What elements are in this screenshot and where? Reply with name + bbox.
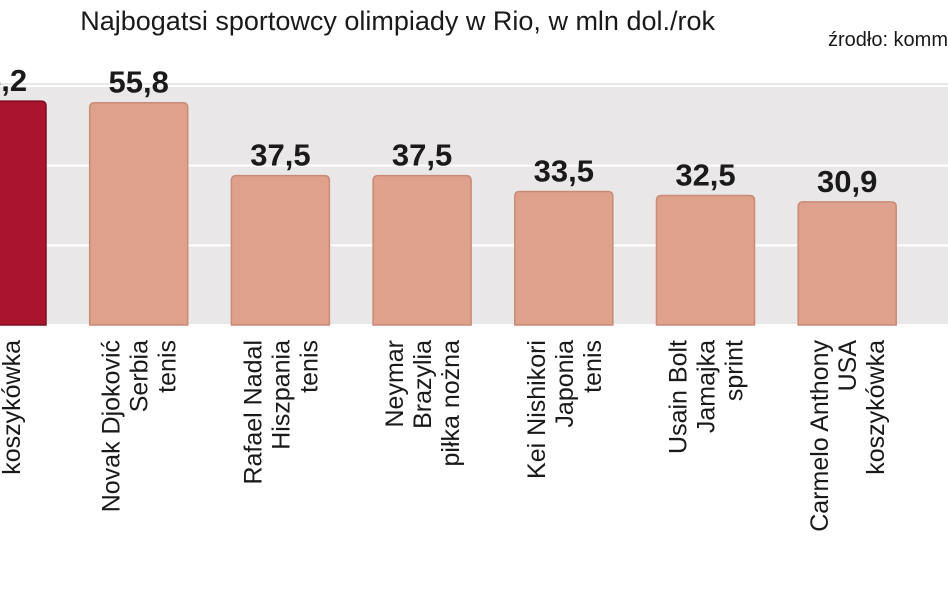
x-tick-label: USA [834,340,862,392]
x-tick-label: Serbia [126,340,154,412]
bar [0,100,47,326]
value-label: 37,5 [392,138,452,173]
bar [655,194,756,326]
bar [88,101,189,326]
x-tick-label: piłka nożna [437,340,465,467]
bar [797,201,897,326]
value-label: 32,5 [675,158,735,193]
source: źrodło: komm [828,29,948,51]
value-label: 33,5 [534,154,594,189]
value-label: 30,9 [817,164,877,199]
x-tick-label: Rafael Nadal [239,340,267,485]
bar [230,174,331,326]
x-tick-label: Neymar [381,340,409,428]
value-label: 55,8 [109,65,169,100]
x-tick-label: tenis [579,340,607,393]
x-tick-label: koszykówka [862,340,890,475]
x-tick-label: Japonia [551,340,579,428]
x-tick-label: Kei Nishikori [523,340,551,479]
x-tick-label: tenis [154,340,182,393]
bar [372,174,472,326]
value-label: 37,5 [250,138,310,173]
x-tick-label: Hiszpania [267,340,295,450]
x-tick-label: Brazylia [409,340,437,429]
x-tick-label: sprint [721,340,749,401]
x-tick-label: Carmelo Anthony [806,340,834,532]
x-tick-label: Jamajka [693,340,721,433]
x-tick-label: tenis [295,340,323,393]
chart-title: Najbogatsi sportowcy olimpiady w Rio, w … [80,6,715,36]
x-tick-label: Novak Djoković [98,340,126,512]
x-tick-label: koszykówka [0,340,26,475]
x-tick-label: Usain Bolt [665,340,693,454]
bar [514,190,614,326]
value-label: 56,2 [0,63,27,98]
